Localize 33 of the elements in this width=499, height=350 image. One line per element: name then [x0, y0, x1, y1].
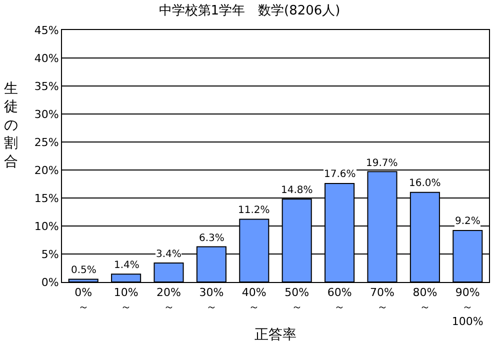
- x-tick-label: 80% ～: [412, 286, 438, 314]
- y-tick-label: 25%: [34, 136, 59, 149]
- y-tick-label: 30%: [34, 108, 59, 121]
- x-tick-label: 40% ～: [242, 286, 266, 314]
- y-tick-label: 35%: [34, 80, 59, 93]
- data-label: 6.3%: [199, 233, 224, 244]
- y-tick-label: 10%: [34, 220, 59, 233]
- data-label: 17.6%: [324, 169, 356, 180]
- x-tick-label: 30% ～: [199, 286, 224, 314]
- x-axis-title: 正答率: [254, 327, 296, 344]
- y-tick-label: 0%: [41, 276, 59, 289]
- data-label: 3.4%: [156, 249, 182, 260]
- y-tick-label: 45%: [34, 24, 59, 37]
- x-tick-label: 60% ～: [327, 286, 352, 314]
- y-tick-label: 20%: [34, 164, 59, 177]
- x-tick-label: 90% ～ 100%: [452, 286, 484, 328]
- data-label: 19.7%: [366, 158, 398, 169]
- y-tick-label: 40%: [34, 52, 59, 65]
- x-tick-label: 0% ～: [74, 286, 92, 314]
- data-label: 9.2%: [455, 216, 480, 227]
- y-axis-title: 生徒の割合: [4, 81, 18, 170]
- x-tick-label: 70% ～: [370, 286, 394, 314]
- x-tick-label: 20% ～: [156, 286, 181, 314]
- data-label: 11.2%: [238, 205, 270, 216]
- y-tick-label: 15%: [34, 192, 59, 205]
- chart-title: 中学校第1学年 数学(8206人): [158, 3, 340, 18]
- data-label: 16.0%: [409, 178, 441, 189]
- data-label: 14.8%: [281, 185, 313, 196]
- data-label: 0.5%: [71, 265, 96, 276]
- data-label: 1.4%: [114, 260, 140, 271]
- y-tick-label: 5%: [41, 248, 59, 261]
- x-tick-label: 50% ～: [284, 286, 310, 314]
- x-tick-label: 10% ～: [114, 286, 138, 314]
